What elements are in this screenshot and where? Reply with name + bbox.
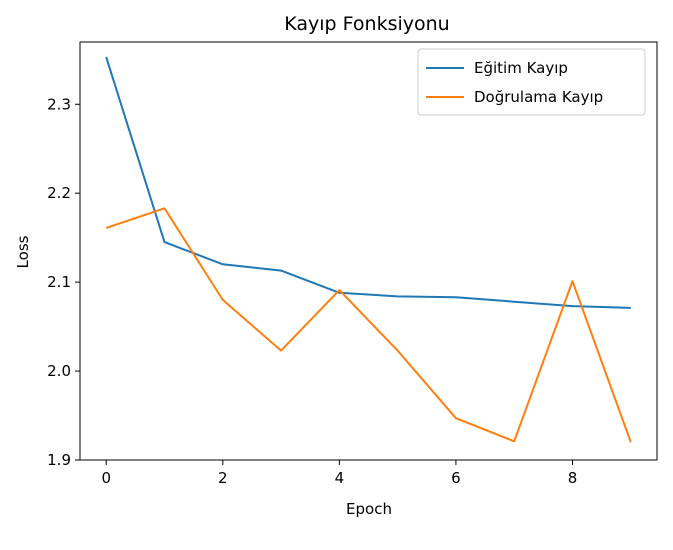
y-tick-label: 2.3 [47, 95, 71, 113]
legend-label-dogrulama: Doğrulama Kayıp [474, 88, 603, 106]
plot-frame [79, 41, 658, 461]
x-tick-label: 0 [101, 469, 111, 487]
x-axis-label: Epoch [346, 500, 392, 518]
legend: Eğitim Kayıp Doğrulama Kayıp [417, 48, 646, 116]
series-lines [105, 56, 632, 443]
x-tick-label: 6 [451, 469, 461, 487]
x-tick-label: 8 [568, 469, 578, 487]
chart-title: Kayıp Fonksiyonu [284, 13, 449, 35]
x-tick-label: 4 [335, 469, 345, 487]
legend-label-egitim: Eğitim Kayıp [474, 59, 568, 77]
y-tick-label: 1.9 [47, 451, 71, 469]
y-tick-label: 2.0 [47, 362, 71, 380]
y-tick-label: 2.2 [47, 184, 71, 202]
axes: 0 2 4 6 8 1.9 2.0 2.1 2.2 2.3 [47, 41, 658, 487]
y-axis-label: Loss [14, 235, 32, 268]
legend-box [417, 48, 646, 116]
y-tick-label: 2.1 [47, 273, 71, 291]
x-tick-label: 2 [218, 469, 228, 487]
series-line-1 [105, 207, 632, 443]
